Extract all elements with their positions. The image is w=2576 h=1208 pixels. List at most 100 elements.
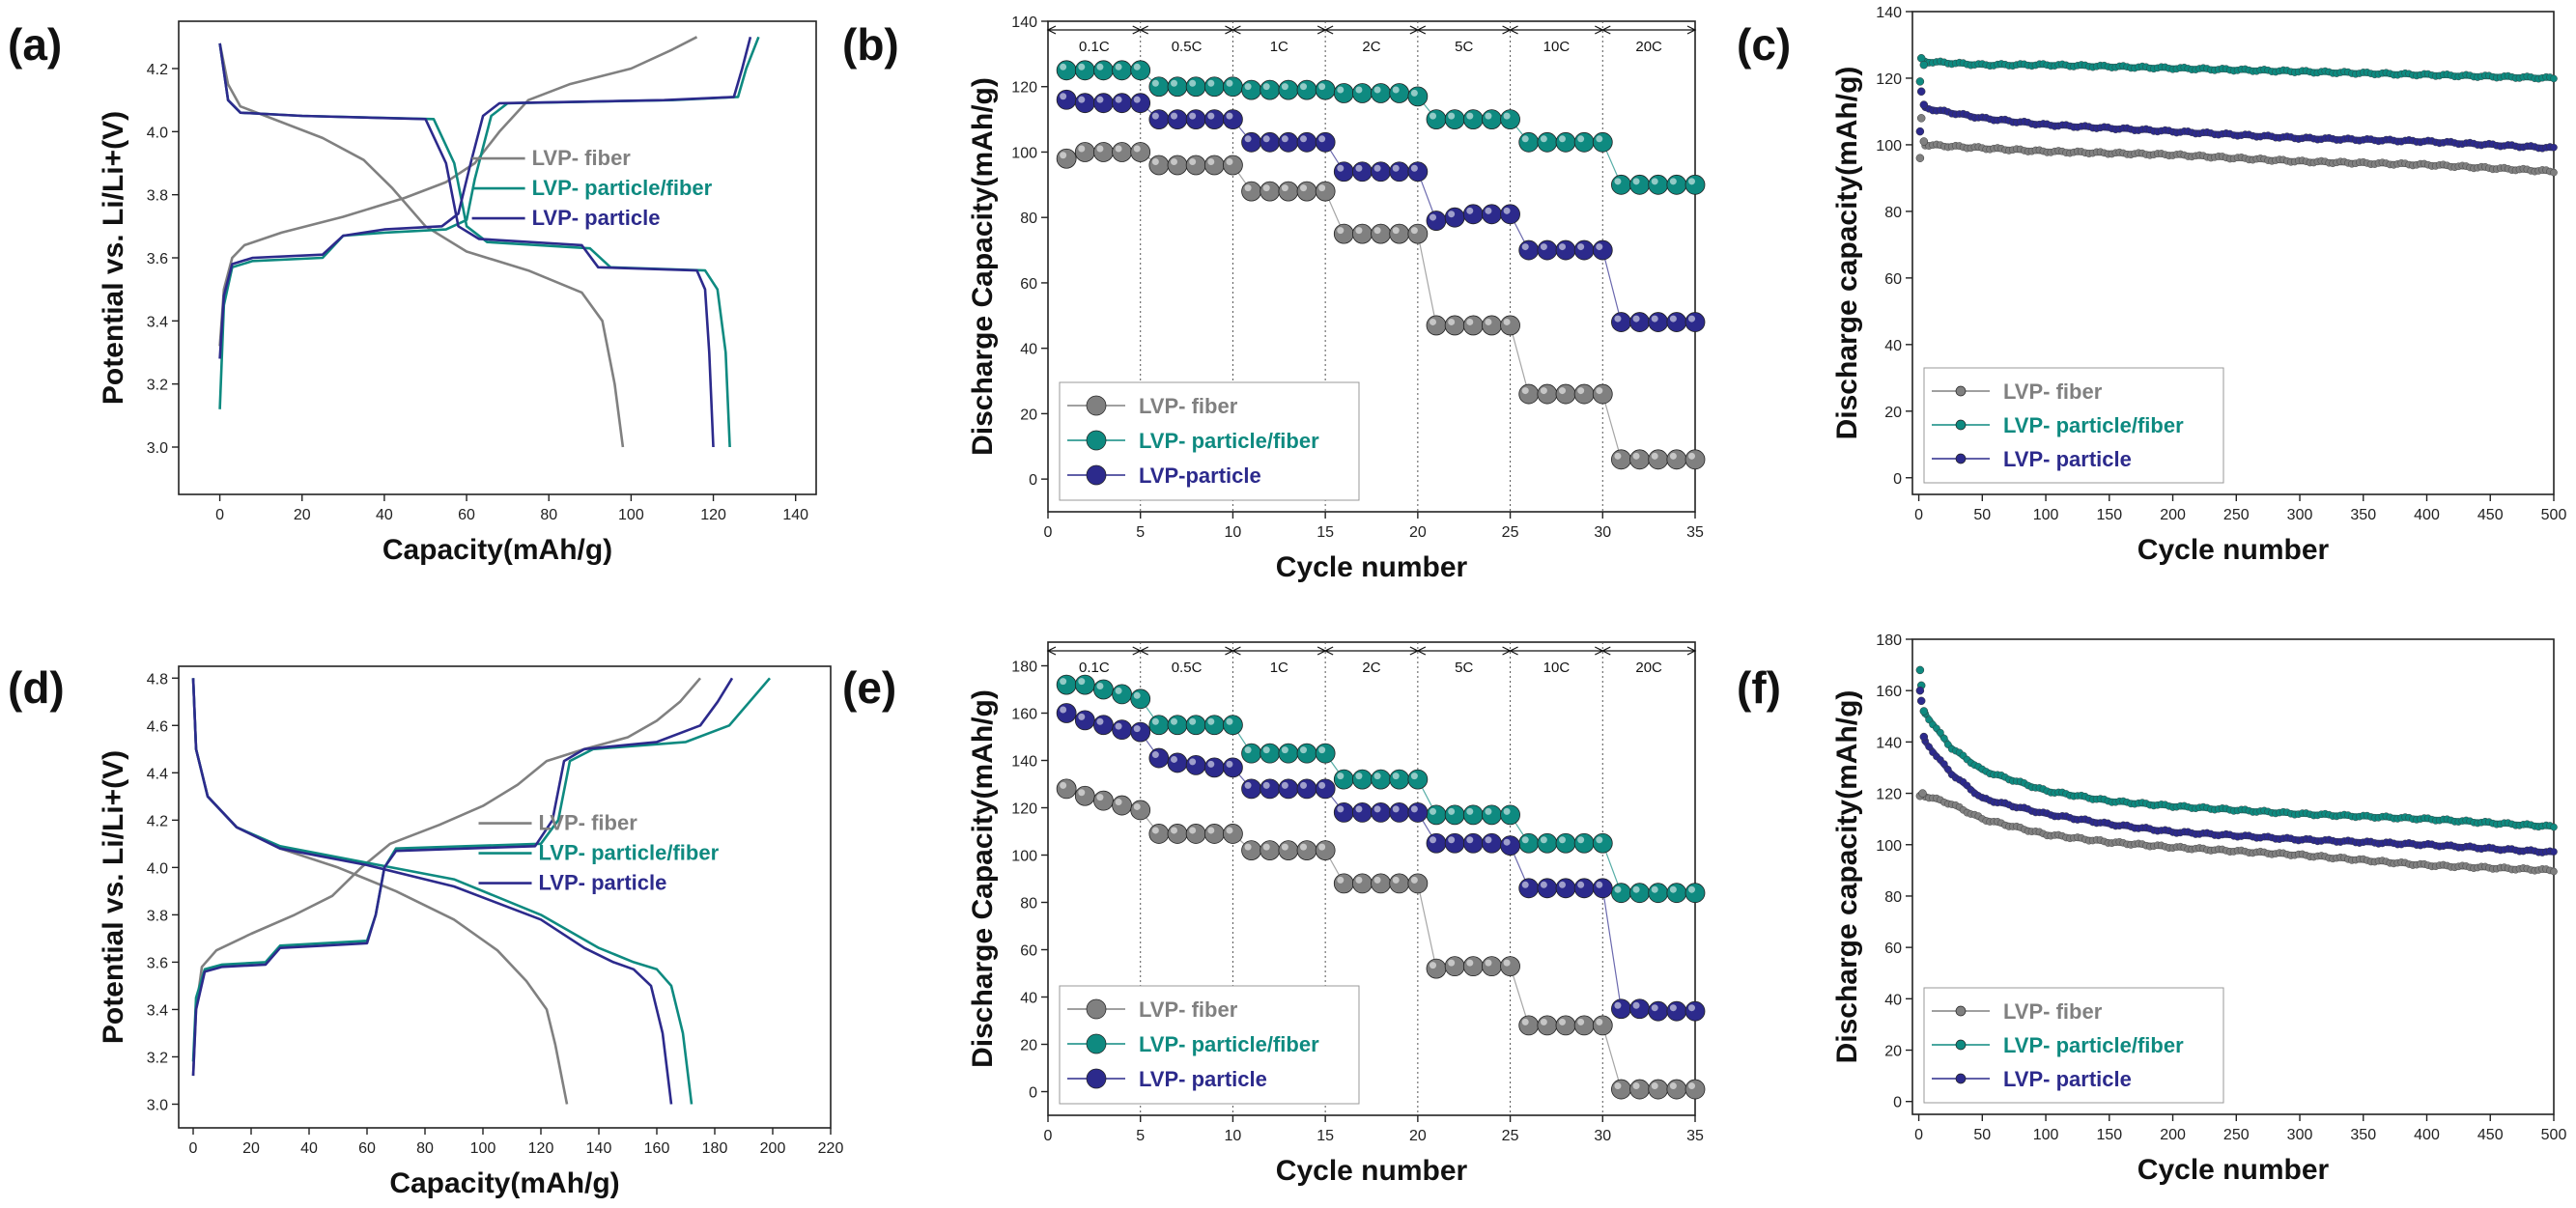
y-axis-title: Discharge Capacity(mAh/g) [967, 77, 999, 456]
point-highlight [1355, 86, 1363, 94]
y-tick-label: 120 [1876, 787, 1902, 803]
point-highlight [1060, 781, 1067, 789]
point-highlight [1540, 881, 1547, 888]
point-highlight [1448, 836, 1456, 844]
x-tick-label: 20 [1409, 1128, 1427, 1144]
point-highlight [1632, 178, 1640, 185]
x-tick-label: 60 [458, 507, 475, 523]
point-highlight [1337, 805, 1345, 813]
data-point [1278, 131, 1299, 153]
point-highlight [1503, 318, 1511, 325]
y-tick-label: 100 [1876, 138, 1902, 155]
x-tick-label: 500 [2541, 507, 2567, 523]
voltage-curve [218, 36, 760, 409]
point-highlight [1060, 706, 1067, 714]
cycle-point [1919, 137, 1929, 146]
point-highlight [1300, 184, 1307, 192]
cycle-point [1940, 734, 1948, 743]
point-highlight [1614, 1001, 1622, 1009]
point-highlight [1115, 799, 1122, 806]
y-tick-label: 80 [1020, 896, 1037, 913]
data-point [1074, 93, 1095, 114]
y-tick-label: 180 [1876, 632, 1902, 649]
x-tick-label: 100 [470, 1140, 496, 1157]
x-tick-label: 300 [2287, 507, 2313, 523]
point-highlight [1207, 717, 1215, 725]
point-highlight [1410, 876, 1418, 884]
point-highlight [1207, 112, 1215, 120]
point-highlight [1151, 158, 1159, 166]
data-point [1112, 684, 1132, 705]
cycle-point [1915, 665, 1925, 675]
data-point [1167, 715, 1188, 736]
data-point [1389, 769, 1410, 790]
data-point [1241, 743, 1261, 764]
y-tick-label: 0 [1893, 471, 1902, 488]
data-point [1537, 832, 1558, 854]
y-tick-label: 180 [1011, 660, 1037, 676]
rate-arrow-left [1046, 646, 1057, 656]
point-highlight [1540, 243, 1547, 251]
x-tick-label: 20 [294, 507, 311, 523]
rate-arrow-left [1600, 25, 1611, 35]
data-point [1389, 161, 1410, 183]
y-tick-label: 3.2 [147, 1050, 168, 1066]
data-point [1333, 83, 1354, 103]
rate-arrow-right [1686, 25, 1697, 35]
point-highlight [1651, 178, 1658, 185]
data-point [1352, 802, 1373, 823]
data-point [1296, 778, 1317, 800]
y-tick-label: 3.0 [147, 1097, 168, 1113]
panel-label: (c) [1737, 19, 1791, 70]
data-point [1537, 878, 1558, 899]
y-tick-label: 4.2 [147, 813, 168, 829]
series-particle [218, 36, 752, 448]
data-point [1500, 835, 1520, 857]
x-tick-label: 0 [189, 1140, 198, 1157]
data-point [1573, 1015, 1595, 1036]
data-point [1241, 131, 1261, 153]
x-tick-label: 25 [1502, 1128, 1519, 1144]
y-tick-label: 0 [1893, 1095, 1902, 1111]
x-axis-title: Capacity(mAh/g) [382, 534, 612, 566]
data-point [1666, 1000, 1687, 1022]
point-highlight [1485, 207, 1492, 214]
voltage-curve [218, 36, 698, 347]
data-point [1315, 743, 1336, 764]
point-highlight [1577, 881, 1585, 888]
y-tick-label: 60 [1884, 941, 1902, 957]
point-highlight [1151, 79, 1159, 87]
data-point [1426, 832, 1447, 854]
point-highlight [1430, 112, 1436, 120]
point-highlight [1373, 86, 1381, 94]
rate-arrow-left [1323, 646, 1334, 656]
point-highlight [1171, 158, 1177, 166]
y-tick-label: 40 [1884, 338, 1902, 354]
y-axis-title: Discharge capacity(mAh/g) [1831, 690, 1863, 1064]
data-point [1500, 315, 1520, 336]
point-highlight [1559, 243, 1566, 251]
y-tick-label: 3.8 [147, 188, 168, 205]
data-point [1148, 155, 1170, 176]
legend-swatch-marker [1086, 395, 1107, 416]
data-point [1555, 383, 1576, 405]
cycle-point [2550, 168, 2558, 177]
data-point [1629, 312, 1650, 332]
data-point [1074, 142, 1095, 162]
panel-label: (b) [842, 19, 899, 70]
rate-label: 10C [1543, 660, 1571, 676]
x-tick-label: 140 [586, 1140, 612, 1157]
data-point [1333, 802, 1354, 823]
x-tick-label: 300 [2287, 1127, 2313, 1143]
point-highlight [1559, 881, 1566, 888]
y-tick-label: 120 [1876, 71, 1902, 88]
cycle-point [1915, 126, 1925, 136]
point-highlight [1115, 96, 1122, 103]
data-point [1185, 715, 1206, 736]
data-point [1592, 1015, 1613, 1036]
point-highlight [1466, 318, 1474, 325]
y-tick-label: 60 [1020, 276, 1037, 293]
x-tick-label: 5 [1136, 524, 1145, 541]
data-point [1482, 804, 1502, 826]
rate-arrow-left [1139, 646, 1148, 656]
